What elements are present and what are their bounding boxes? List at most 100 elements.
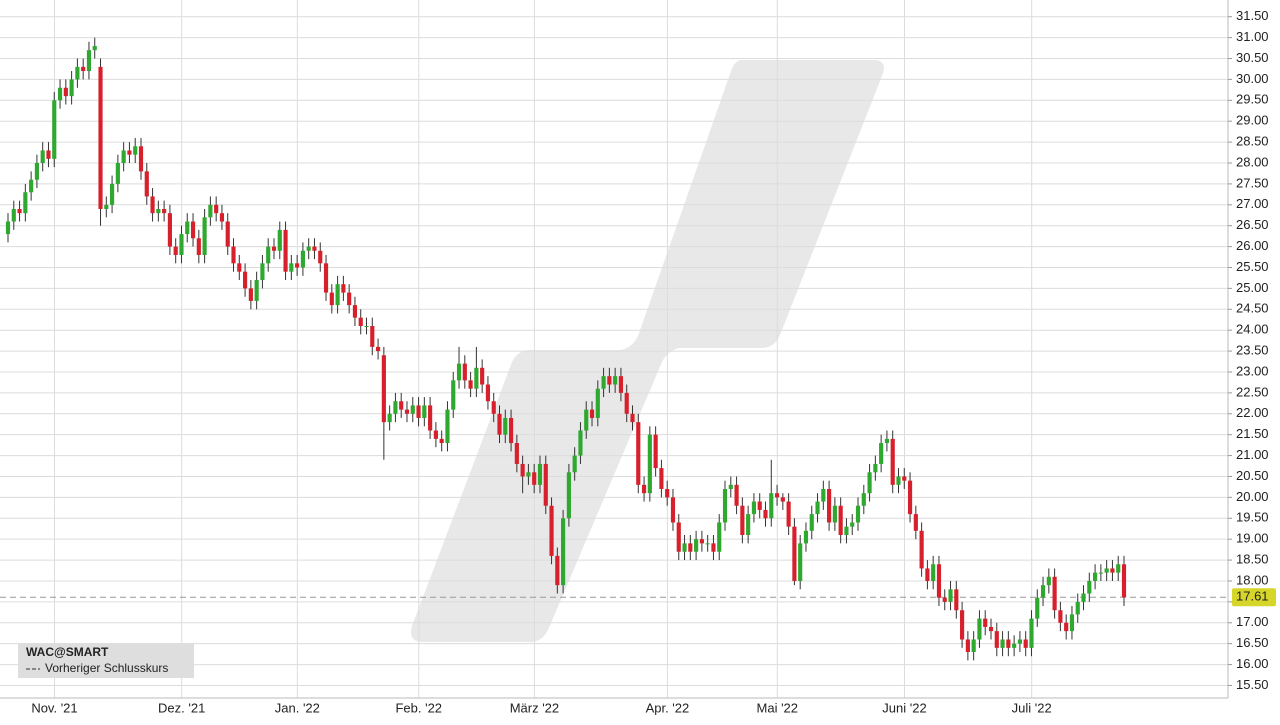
x-tick-label: Juli '22 bbox=[1012, 700, 1052, 715]
candle-body bbox=[532, 472, 537, 485]
candle-body bbox=[5, 221, 11, 235]
y-tick-label: 23.50 bbox=[1236, 343, 1269, 358]
candle-body bbox=[936, 564, 942, 598]
candle-body bbox=[375, 346, 381, 352]
y-tick-label: 17.00 bbox=[1236, 614, 1269, 629]
candle-body bbox=[746, 514, 751, 535]
candle-body bbox=[861, 493, 866, 506]
candle-body bbox=[416, 405, 421, 418]
candle-body bbox=[150, 196, 155, 214]
y-tick-label: 29.00 bbox=[1236, 113, 1269, 128]
candle-body bbox=[960, 610, 965, 640]
candle-body bbox=[890, 438, 895, 485]
candle-body bbox=[595, 388, 600, 418]
candle-body bbox=[717, 522, 722, 552]
candle-body bbox=[607, 376, 612, 385]
y-tick-label: 31.50 bbox=[1236, 8, 1269, 23]
candle-body bbox=[242, 271, 248, 289]
x-tick-label: Feb. '22 bbox=[395, 700, 442, 715]
candle-body bbox=[445, 409, 450, 444]
candle-body bbox=[514, 443, 519, 464]
candle-body bbox=[335, 284, 340, 306]
candle-body bbox=[318, 250, 323, 264]
candle-body bbox=[676, 522, 681, 552]
candle-body bbox=[266, 246, 271, 264]
y-tick-label: 30.50 bbox=[1236, 50, 1269, 65]
candle-body bbox=[162, 208, 167, 214]
candle-body bbox=[589, 409, 595, 418]
candle-body bbox=[537, 463, 543, 485]
candle-body bbox=[653, 434, 658, 469]
candle-body bbox=[46, 150, 51, 159]
candle-body bbox=[694, 539, 699, 552]
candle-body bbox=[144, 171, 149, 197]
candle-body bbox=[792, 526, 797, 581]
y-tick-label: 16.50 bbox=[1236, 635, 1269, 650]
candle-body bbox=[850, 522, 855, 527]
x-tick-label: Mai '22 bbox=[757, 700, 799, 715]
y-tick-label: 23.00 bbox=[1236, 363, 1269, 378]
legend: WAC@SMART Vorheriger Schlusskurs bbox=[18, 643, 194, 678]
candle-body bbox=[387, 413, 392, 423]
candle-body bbox=[832, 505, 837, 523]
x-tick-label: März '22 bbox=[510, 700, 559, 715]
candle-body bbox=[202, 217, 207, 255]
candle-body bbox=[1023, 639, 1028, 648]
candle-body bbox=[399, 401, 404, 410]
candle-body bbox=[809, 514, 814, 531]
candle-body bbox=[52, 100, 57, 159]
candle-body bbox=[1035, 597, 1040, 619]
candle-body bbox=[942, 597, 947, 602]
candle-body bbox=[907, 480, 913, 515]
candle-body bbox=[896, 476, 901, 485]
candle-body bbox=[491, 401, 496, 414]
x-tick-label: Dez. '21 bbox=[158, 700, 205, 715]
candle-body bbox=[352, 305, 358, 318]
candle-body bbox=[913, 514, 918, 531]
candle-body bbox=[277, 229, 282, 251]
candle-body bbox=[1121, 564, 1127, 598]
candle-body bbox=[370, 326, 375, 347]
candle-body bbox=[1110, 568, 1115, 573]
candle-body bbox=[1046, 576, 1051, 586]
y-tick-label: 18.50 bbox=[1236, 552, 1269, 567]
candle-body bbox=[919, 530, 924, 569]
y-tick-label: 24.00 bbox=[1236, 322, 1269, 337]
candle-body bbox=[699, 539, 704, 544]
last-price-label: 17.61 bbox=[1236, 589, 1269, 604]
candle-body bbox=[1104, 568, 1109, 573]
y-tick-label: 24.50 bbox=[1236, 301, 1269, 316]
candle-body bbox=[133, 146, 138, 155]
candle-body bbox=[728, 484, 733, 490]
candle-body bbox=[566, 472, 571, 519]
candle-body bbox=[965, 639, 970, 653]
candle-body bbox=[1000, 639, 1005, 648]
candle-body bbox=[127, 150, 132, 155]
candle-body bbox=[323, 263, 329, 293]
candle-body bbox=[734, 484, 739, 506]
candle-body bbox=[1058, 610, 1063, 623]
candle-body bbox=[190, 221, 196, 239]
candle-body bbox=[300, 250, 305, 268]
y-tick-label: 29.50 bbox=[1236, 92, 1269, 107]
candle-body bbox=[1075, 601, 1080, 615]
candle-body bbox=[1087, 580, 1092, 594]
candle-body bbox=[358, 317, 363, 327]
candle-body bbox=[295, 263, 300, 268]
y-tick-label: 22.00 bbox=[1236, 405, 1269, 420]
candle-body bbox=[1064, 622, 1069, 632]
candle-body bbox=[254, 280, 259, 301]
candle-body bbox=[381, 355, 386, 423]
candle-body bbox=[237, 263, 242, 272]
candle-body bbox=[867, 472, 872, 494]
x-tick-label: Nov. '21 bbox=[31, 700, 77, 715]
y-tick-label: 27.00 bbox=[1236, 196, 1269, 211]
candle-body bbox=[613, 376, 618, 385]
candle-body bbox=[462, 363, 467, 381]
legend-box bbox=[18, 643, 194, 678]
candle-body bbox=[641, 484, 647, 494]
y-tick-label: 15.50 bbox=[1236, 677, 1269, 692]
candle-body bbox=[844, 526, 849, 535]
candle-body bbox=[630, 413, 635, 423]
candle-body bbox=[1052, 576, 1057, 611]
